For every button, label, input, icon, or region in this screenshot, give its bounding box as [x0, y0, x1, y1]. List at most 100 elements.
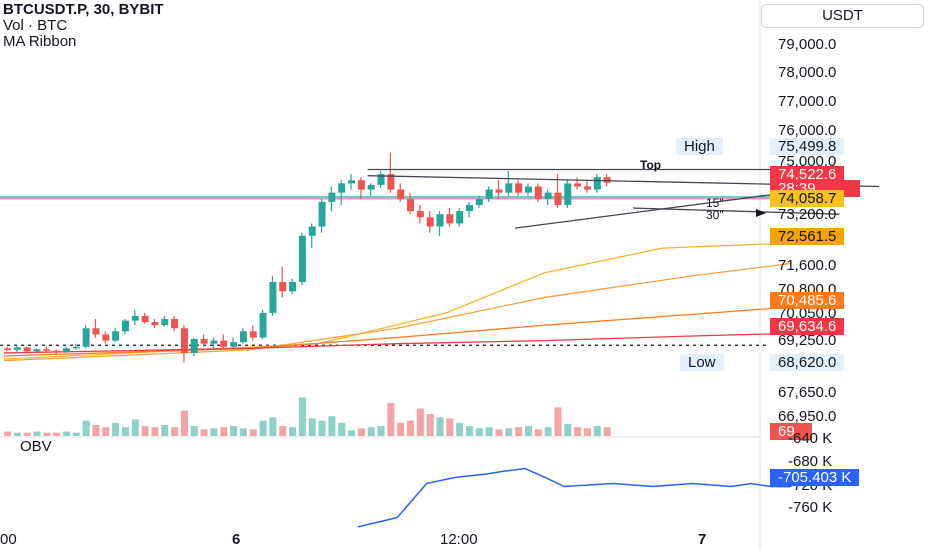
candle-body	[495, 189, 503, 193]
candle-body	[436, 214, 444, 227]
candle-body	[82, 328, 90, 347]
candle-body	[121, 320, 129, 332]
top-annotation: Top	[640, 158, 662, 172]
volume-bar	[131, 419, 139, 436]
volume-bar	[583, 428, 591, 436]
time-axis-label: 6	[232, 531, 241, 548]
volume-bar	[574, 427, 582, 436]
ma-level-tag-3: 70,485.6	[770, 292, 845, 309]
price-axis-label: 76,000.0	[778, 122, 837, 139]
trendline	[633, 207, 840, 215]
candle-body	[230, 342, 238, 347]
volume-bar	[357, 428, 365, 436]
volume-bar	[269, 417, 277, 436]
ma-level-tag-4: 69,634.6	[770, 318, 845, 335]
volume-bar	[141, 426, 149, 436]
price-axis-label: 78,000.0	[778, 64, 837, 81]
candle-body	[593, 177, 601, 190]
obv-axis-label: -760 K	[788, 499, 833, 516]
currency-button[interactable]: USDT	[761, 4, 924, 28]
price-arrow-marker	[756, 209, 766, 217]
candle-body	[259, 312, 267, 338]
candle-body	[466, 204, 474, 212]
candle-body	[23, 347, 31, 352]
candle-body	[603, 177, 611, 183]
volume-bar	[151, 427, 159, 436]
candle-body	[367, 184, 375, 190]
volume-bar	[112, 422, 120, 436]
candle-body	[544, 192, 552, 199]
volume-bar	[180, 410, 188, 436]
volume-bar	[161, 425, 169, 436]
volume-bar	[190, 426, 198, 436]
candle-body	[161, 319, 169, 326]
volume-bar	[239, 428, 247, 436]
candle-body	[249, 331, 257, 338]
candle-body	[200, 339, 208, 344]
volume-bar	[387, 403, 395, 436]
volume-bar	[544, 427, 552, 436]
price-axis-label: 71,600.0	[778, 257, 837, 274]
candle-body	[505, 183, 513, 193]
candle-body	[102, 334, 110, 341]
volume-bar	[82, 420, 90, 436]
candle-body	[92, 328, 100, 335]
candle-body	[397, 189, 405, 199]
volume-bar	[200, 429, 208, 436]
volume-bar	[318, 420, 326, 436]
volume-bar	[230, 426, 238, 436]
volume-bar	[23, 432, 31, 436]
chart-legend: BTCUSDT.P, 30, BYBIT Vol · BTC MA Ribbon	[3, 2, 164, 50]
candle-body	[348, 180, 356, 184]
ma-ribbon-label[interactable]: MA Ribbon	[3, 33, 77, 50]
candle-body	[564, 183, 572, 205]
candle-body	[141, 315, 149, 323]
price-axis-label: 69,250.0	[778, 332, 837, 349]
volume-bar	[33, 431, 41, 436]
volume-bar	[72, 432, 80, 436]
candle-body	[13, 347, 21, 350]
volume-bar	[308, 418, 316, 436]
symbol-title[interactable]: BTCUSDT.P, 30, BYBIT	[3, 1, 164, 18]
candle-body	[171, 319, 179, 329]
candle-body	[210, 340, 218, 344]
ma-ribbon-line-orange_light	[3, 262, 791, 362]
candle-body	[4, 348, 11, 350]
candle-body	[298, 235, 306, 283]
candle-body	[377, 174, 385, 185]
volume-bar	[554, 407, 562, 436]
obv-axis-label: -640 K	[788, 430, 833, 447]
volume-bar	[210, 428, 218, 436]
candle-body	[62, 348, 70, 352]
candle-body	[112, 331, 120, 341]
time-axis-label: 00	[0, 531, 17, 548]
price-axis-label: 77,000.0	[778, 93, 837, 110]
volume-bar	[92, 425, 100, 436]
candle-body	[220, 340, 228, 347]
candle-body	[131, 315, 139, 321]
volume-bar	[426, 414, 434, 436]
volume-bar	[446, 418, 454, 436]
volume-bar	[348, 430, 356, 436]
volume-bar	[13, 432, 21, 436]
ma-ribbon-line-orange	[3, 306, 791, 357]
obv-indicator-label[interactable]: OBV	[20, 438, 52, 455]
candle-body	[43, 349, 51, 351]
volume-indicator-label[interactable]: Vol · BTC	[3, 17, 68, 34]
candle-body	[387, 174, 395, 190]
candle-body	[239, 331, 247, 343]
price-axis-label: 67,650.0	[778, 384, 837, 401]
candle-body	[328, 192, 336, 202]
low-value: 68,620.0	[770, 354, 845, 371]
candle-body	[426, 217, 434, 227]
volume-bar	[249, 429, 257, 436]
candle-body	[485, 189, 493, 199]
volume-bar	[524, 426, 532, 436]
volume-bar	[53, 432, 61, 436]
obv-value-tag: -705.403 K	[770, 469, 860, 486]
ma-level-tag-1: 74,058.7	[770, 190, 845, 207]
volume-bar	[485, 427, 493, 436]
volume-bar	[328, 416, 336, 436]
candle-body	[534, 186, 542, 199]
